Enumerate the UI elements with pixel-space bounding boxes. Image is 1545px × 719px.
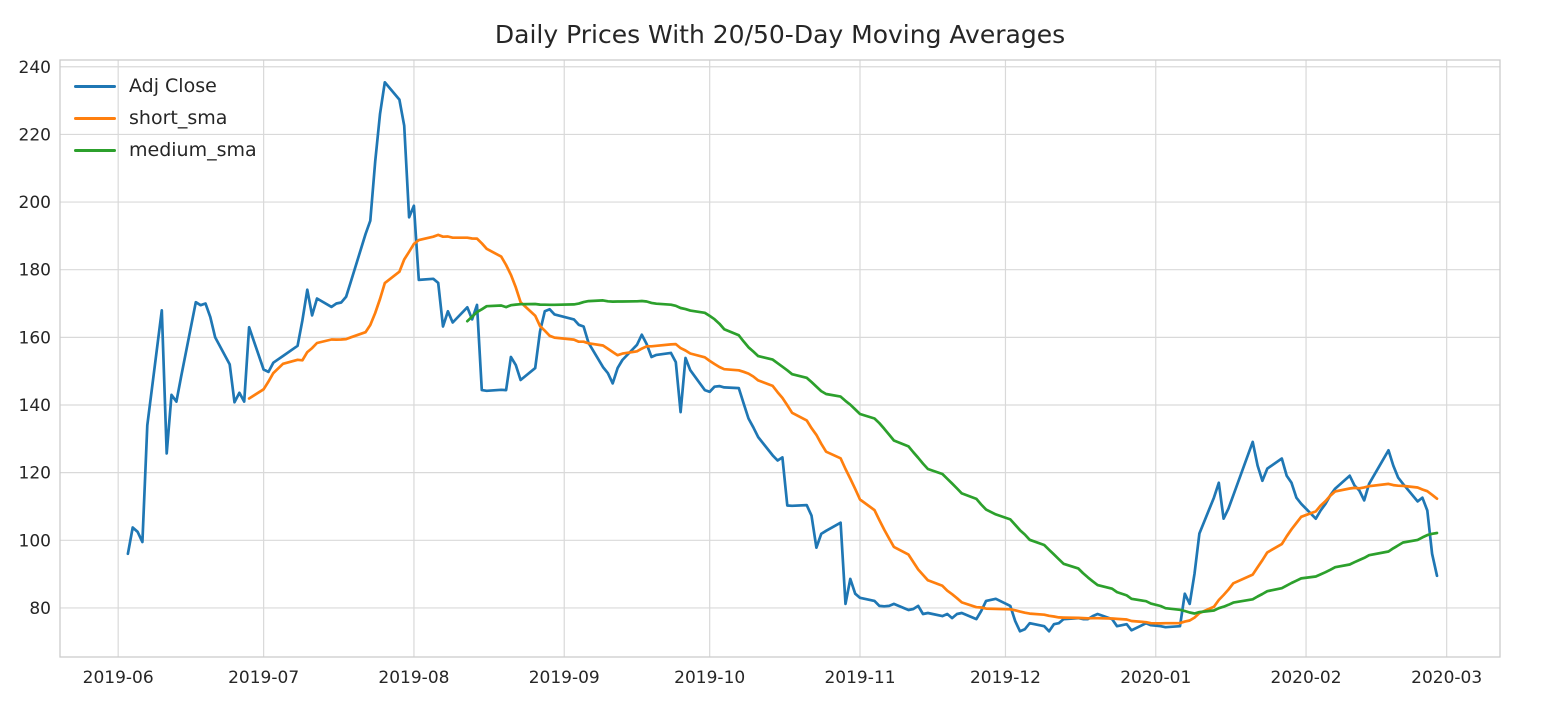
y-tick-label: 140 — [19, 396, 51, 416]
legend-line-swatch-short-sma — [74, 116, 116, 120]
legend-label-medium-sma: medium_sma — [129, 139, 257, 161]
x-tick-label: 2019-10 — [674, 668, 745, 688]
x-tick-label: 2019-11 — [824, 668, 895, 688]
x-tick-label: 2019-06 — [83, 668, 154, 688]
y-tick-label: 120 — [19, 464, 51, 484]
axes-frame — [59, 59, 1501, 658]
legend: Adj Close short_sma medium_sma — [74, 70, 257, 166]
legend-item-medium-sma: medium_sma — [74, 134, 257, 166]
x-tick-label: 2019-09 — [529, 668, 600, 688]
y-tick-label: 180 — [19, 261, 51, 281]
y-tick-label: 100 — [19, 531, 51, 551]
x-tick-label: 2020-03 — [1411, 668, 1482, 688]
y-tick-label: 220 — [19, 125, 51, 145]
series-line-medium-sma — [465, 299, 1439, 615]
y-tick-label: 200 — [19, 193, 51, 213]
chart-title: Daily Prices With 20/50-Day Moving Avera… — [494, 20, 1066, 49]
x-tick-label: 2020-01 — [1120, 668, 1191, 688]
y-tick-label: 160 — [19, 328, 51, 348]
x-tick-label: 2019-08 — [378, 668, 449, 688]
legend-item-adj-close: Adj Close — [74, 70, 257, 102]
x-tick-label: 2019-12 — [970, 668, 1041, 688]
y-tick-label: 80 — [29, 599, 51, 619]
legend-item-short-sma: short_sma — [74, 102, 257, 134]
legend-label-short-sma: short_sma — [129, 107, 228, 129]
x-tick-label: 2020-02 — [1271, 668, 1342, 688]
series-line-adj-close — [126, 80, 1439, 633]
legend-line-swatch-adj-close — [74, 84, 116, 88]
x-tick-label: 2019-07 — [228, 668, 299, 688]
legend-label-adj-close: Adj Close — [129, 75, 217, 97]
y-tick-label: 240 — [19, 58, 51, 78]
legend-line-swatch-medium-sma — [74, 148, 116, 152]
series-line-short-sma — [247, 233, 1439, 625]
